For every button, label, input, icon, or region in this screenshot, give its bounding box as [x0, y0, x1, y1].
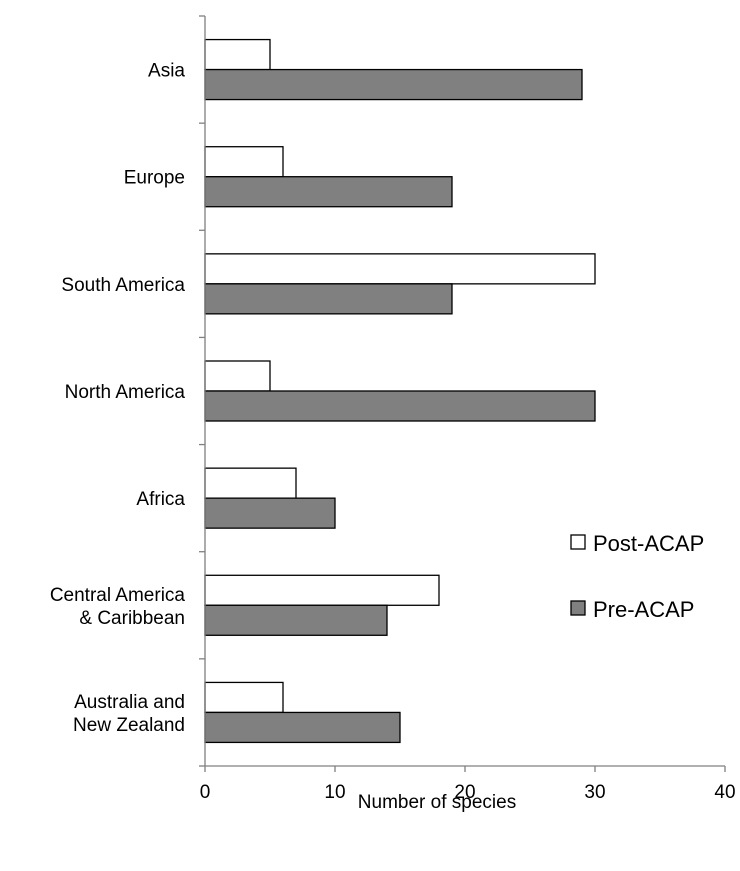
bar-post-acap-5: [204, 574, 440, 606]
x-tick-label: 10: [324, 782, 345, 803]
category-label: South America: [61, 275, 185, 296]
x-tick-label: 0: [200, 782, 211, 803]
x-tick-label: 40: [714, 782, 735, 803]
category-label: Europe: [124, 168, 185, 189]
bar-post-acap-4: [204, 467, 297, 499]
category-label: Central America & Caribbean: [50, 585, 186, 629]
legend-swatch-pre-acap: [570, 600, 586, 616]
bar-pre-acap-3: [204, 390, 596, 422]
bar-post-acap-1: [204, 146, 284, 178]
legend-swatch-post-acap: [570, 534, 586, 550]
category-labels: Asia Europe South America North America Afri…: [50, 61, 186, 736]
x-tick-labels: 0 10 20 30 40: [200, 782, 736, 803]
bar-pre-acap-4: [204, 497, 336, 529]
legend-label-post-acap: Post-ACAP: [593, 531, 704, 556]
bar-pre-acap-6: [204, 711, 401, 744]
x-tick-label: 30: [584, 782, 605, 803]
category-label: North America: [65, 382, 186, 403]
category-label: Africa: [136, 489, 185, 510]
category-label: Asia: [148, 61, 185, 82]
axes-layer: [199, 15, 726, 772]
legend-label-pre-acap: Pre-ACAP: [593, 597, 694, 622]
bar-post-acap-2: [204, 253, 596, 285]
x-axis-title: Number of species: [358, 792, 516, 813]
bar-pre-acap-2: [204, 283, 453, 315]
bar-post-acap-0: [204, 38, 271, 71]
legend: Post-ACAP Pre-ACAP: [570, 531, 704, 622]
bar-pre-acap-1: [204, 176, 453, 208]
bar-post-acap-3: [204, 360, 271, 392]
category-label: Australia and New Zealand: [73, 692, 185, 736]
bar-pre-acap-5: [204, 604, 388, 636]
bar-post-acap-6: [204, 681, 284, 714]
bar-pre-acap-0: [204, 68, 583, 101]
bars-layer: [204, 38, 596, 744]
x-tick-label: 20: [454, 782, 475, 803]
